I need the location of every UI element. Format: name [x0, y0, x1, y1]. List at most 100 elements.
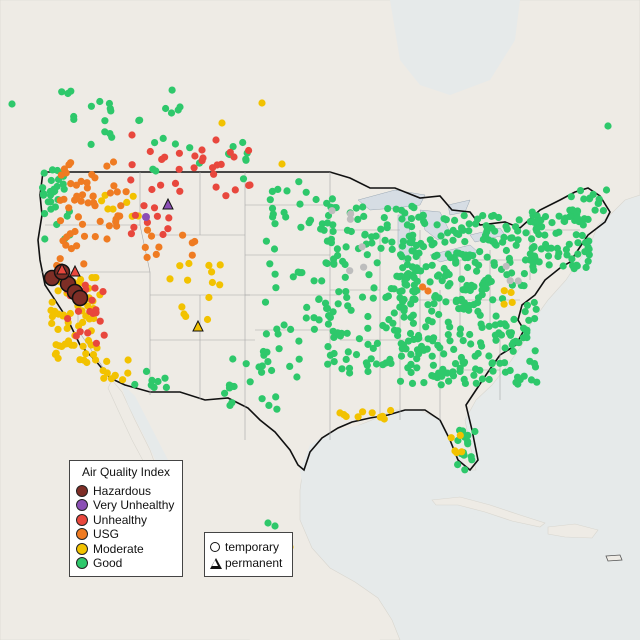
good-monitor-marker [364, 340, 372, 348]
usg-monitor-marker [179, 231, 187, 239]
legend-item-moderate: Moderate [76, 542, 144, 556]
good-monitor-marker [409, 263, 417, 271]
good-monitor-marker [410, 204, 418, 212]
good-monitor-marker [269, 213, 277, 221]
good-monitor-marker [382, 293, 390, 301]
no-data-monitor-marker [358, 243, 366, 251]
good-monitor-marker [162, 104, 170, 113]
good-monitor-marker [449, 226, 457, 234]
good-monitor-marker [403, 260, 411, 269]
good-monitor-marker [428, 372, 436, 380]
usg-monitor-marker [89, 192, 97, 201]
good-monitor-marker [162, 383, 170, 391]
legend-label: Good [93, 556, 123, 570]
good-monitor-marker [585, 195, 594, 203]
usg-monitor-marker [83, 184, 91, 192]
unhealthy-monitor-marker [159, 230, 167, 239]
legend-label: Hazardous [93, 484, 152, 498]
good-monitor-marker [440, 350, 448, 358]
good-monitor-marker [461, 466, 469, 474]
good-monitor-marker [358, 293, 367, 301]
good-monitor-marker [476, 248, 484, 256]
good-monitor-marker [246, 378, 254, 386]
good-monitor-marker [488, 360, 496, 368]
good-monitor-marker [330, 260, 338, 268]
good-monitor-marker [343, 226, 352, 234]
usg-monitor-marker [110, 182, 118, 190]
good-monitor-marker [531, 363, 540, 371]
good-monitor-marker [537, 216, 545, 224]
good-monitor-marker [409, 231, 417, 239]
good-monitor-marker [328, 195, 336, 203]
unhealthy-monitor-marker [96, 317, 104, 325]
good-monitor-marker [461, 238, 469, 246]
good-monitor-marker [283, 187, 291, 195]
good-monitor-marker [445, 377, 453, 385]
good-monitor-marker [509, 347, 517, 355]
unhealthy-monitor-marker [158, 155, 166, 163]
good-monitor-marker [407, 300, 415, 308]
moderate-monitor-marker [507, 288, 515, 297]
good-monitor-marker [387, 285, 395, 293]
good-monitor-marker [552, 229, 560, 237]
good-monitor-marker [438, 277, 446, 285]
good-monitor-marker [511, 223, 520, 231]
permanent-monitor-marker [192, 319, 204, 332]
usg-monitor-marker [103, 162, 111, 170]
triangle-icon [210, 557, 222, 569]
moderate-monitor-marker [387, 406, 395, 415]
good-monitor-marker [492, 312, 500, 320]
good-monitor-marker [171, 140, 179, 148]
good-monitor-marker [365, 271, 373, 279]
good-monitor-marker [44, 198, 52, 206]
good-monitor-marker [403, 221, 411, 229]
good-monitor-marker [229, 355, 237, 363]
good-monitor-marker [39, 191, 48, 199]
good-monitor-marker [384, 205, 392, 213]
moderate-monitor-marker [129, 192, 137, 200]
good-monitor-marker [570, 265, 578, 273]
good-monitor-marker [428, 261, 436, 269]
no-data-monitor-marker [360, 263, 368, 271]
good-monitor-marker [573, 214, 582, 222]
usg-monitor-marker [90, 199, 98, 207]
good-monitor-marker [424, 316, 433, 324]
unhealthy-monitor-marker [84, 329, 92, 337]
good-monitor-marker [40, 169, 48, 177]
good-monitor-marker [476, 366, 484, 374]
usg-monitor-marker [91, 174, 99, 182]
good-monitor-marker [508, 234, 516, 242]
good-monitor-marker [428, 352, 436, 360]
good-monitor-marker [287, 325, 295, 333]
usg-monitor-marker [112, 215, 120, 223]
good-monitor-marker [465, 227, 473, 235]
moderate-monitor-marker [103, 357, 111, 365]
no-data-monitor-marker [347, 210, 355, 218]
usg-monitor-marker [117, 202, 125, 210]
good-monitor-marker [435, 310, 443, 319]
good-monitor-marker [435, 369, 443, 377]
good-monitor-marker [296, 269, 304, 277]
good-monitor-marker [415, 213, 423, 221]
good-monitor-marker [452, 296, 461, 304]
good-monitor-marker [454, 461, 462, 469]
usg-monitor-marker [78, 220, 87, 228]
good-monitor-marker [274, 330, 282, 338]
good-monitor-marker [266, 196, 274, 204]
good-monitor-marker [482, 284, 490, 292]
good-monitor-marker [377, 244, 385, 252]
good-monitor-marker [87, 140, 95, 148]
good-monitor-marker [326, 313, 334, 321]
usg-monitor-marker [73, 242, 81, 250]
good-monitor-marker [446, 337, 454, 345]
good-monitor-marker [441, 238, 449, 246]
good-monitor-marker [465, 220, 473, 228]
good-monitor-marker [472, 220, 480, 228]
unhealthy-monitor-marker [91, 284, 99, 292]
good-monitor-marker [265, 401, 273, 409]
good-monitor-marker [400, 304, 408, 312]
good-monitor-marker [394, 327, 402, 335]
good-monitor-marker [346, 369, 354, 377]
usg-monitor-marker [78, 191, 87, 199]
good-monitor-marker [567, 193, 575, 201]
